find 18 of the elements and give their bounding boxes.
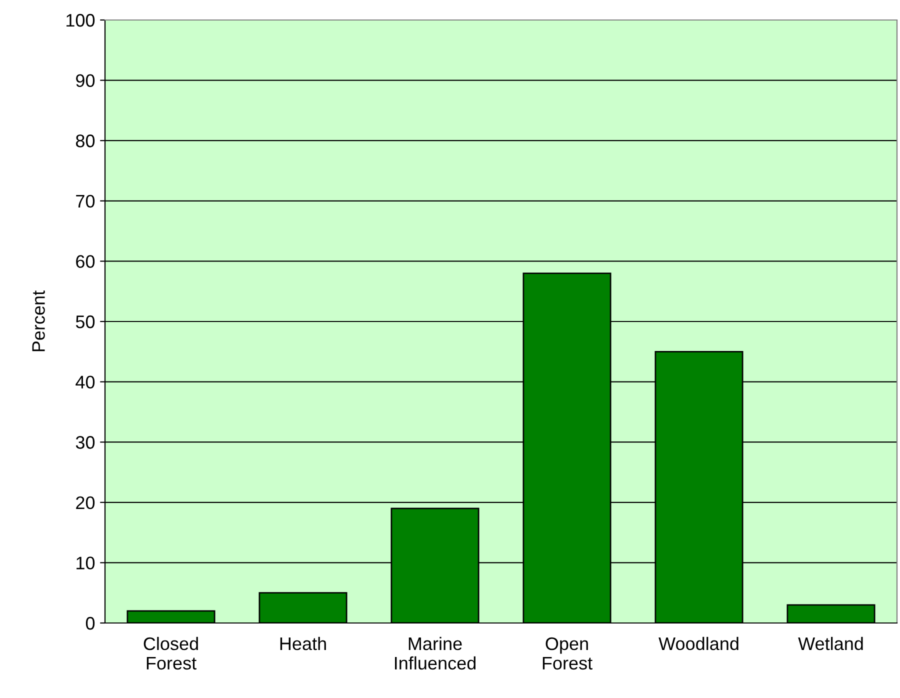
x-tick-label: Woodland [658, 636, 738, 650]
y-tick-label: 60 [76, 255, 95, 268]
x-tick-label: Heath [280, 636, 326, 650]
y-tick-label: 0 [86, 616, 95, 630]
y-tick-label: 90 [76, 74, 95, 88]
y-tick-label: 50 [76, 315, 95, 328]
y-axis-title: Percent [32, 290, 45, 352]
x-tick-label: Open Forest [542, 637, 592, 670]
y-tick-label: 30 [76, 436, 95, 449]
y-tick-label: 70 [76, 194, 95, 208]
x-tick-label: Marine Influenced [395, 636, 476, 670]
x-tick-label: Closed Forest [144, 636, 198, 670]
x-tick-label: Wetland [798, 636, 863, 650]
y-tick-label: 100 [66, 14, 95, 27]
y-tick-label: 80 [76, 134, 95, 148]
y-tick-label: 40 [76, 376, 95, 389]
y-tick-label: 10 [76, 556, 95, 570]
y-tick-label: 20 [76, 496, 95, 510]
